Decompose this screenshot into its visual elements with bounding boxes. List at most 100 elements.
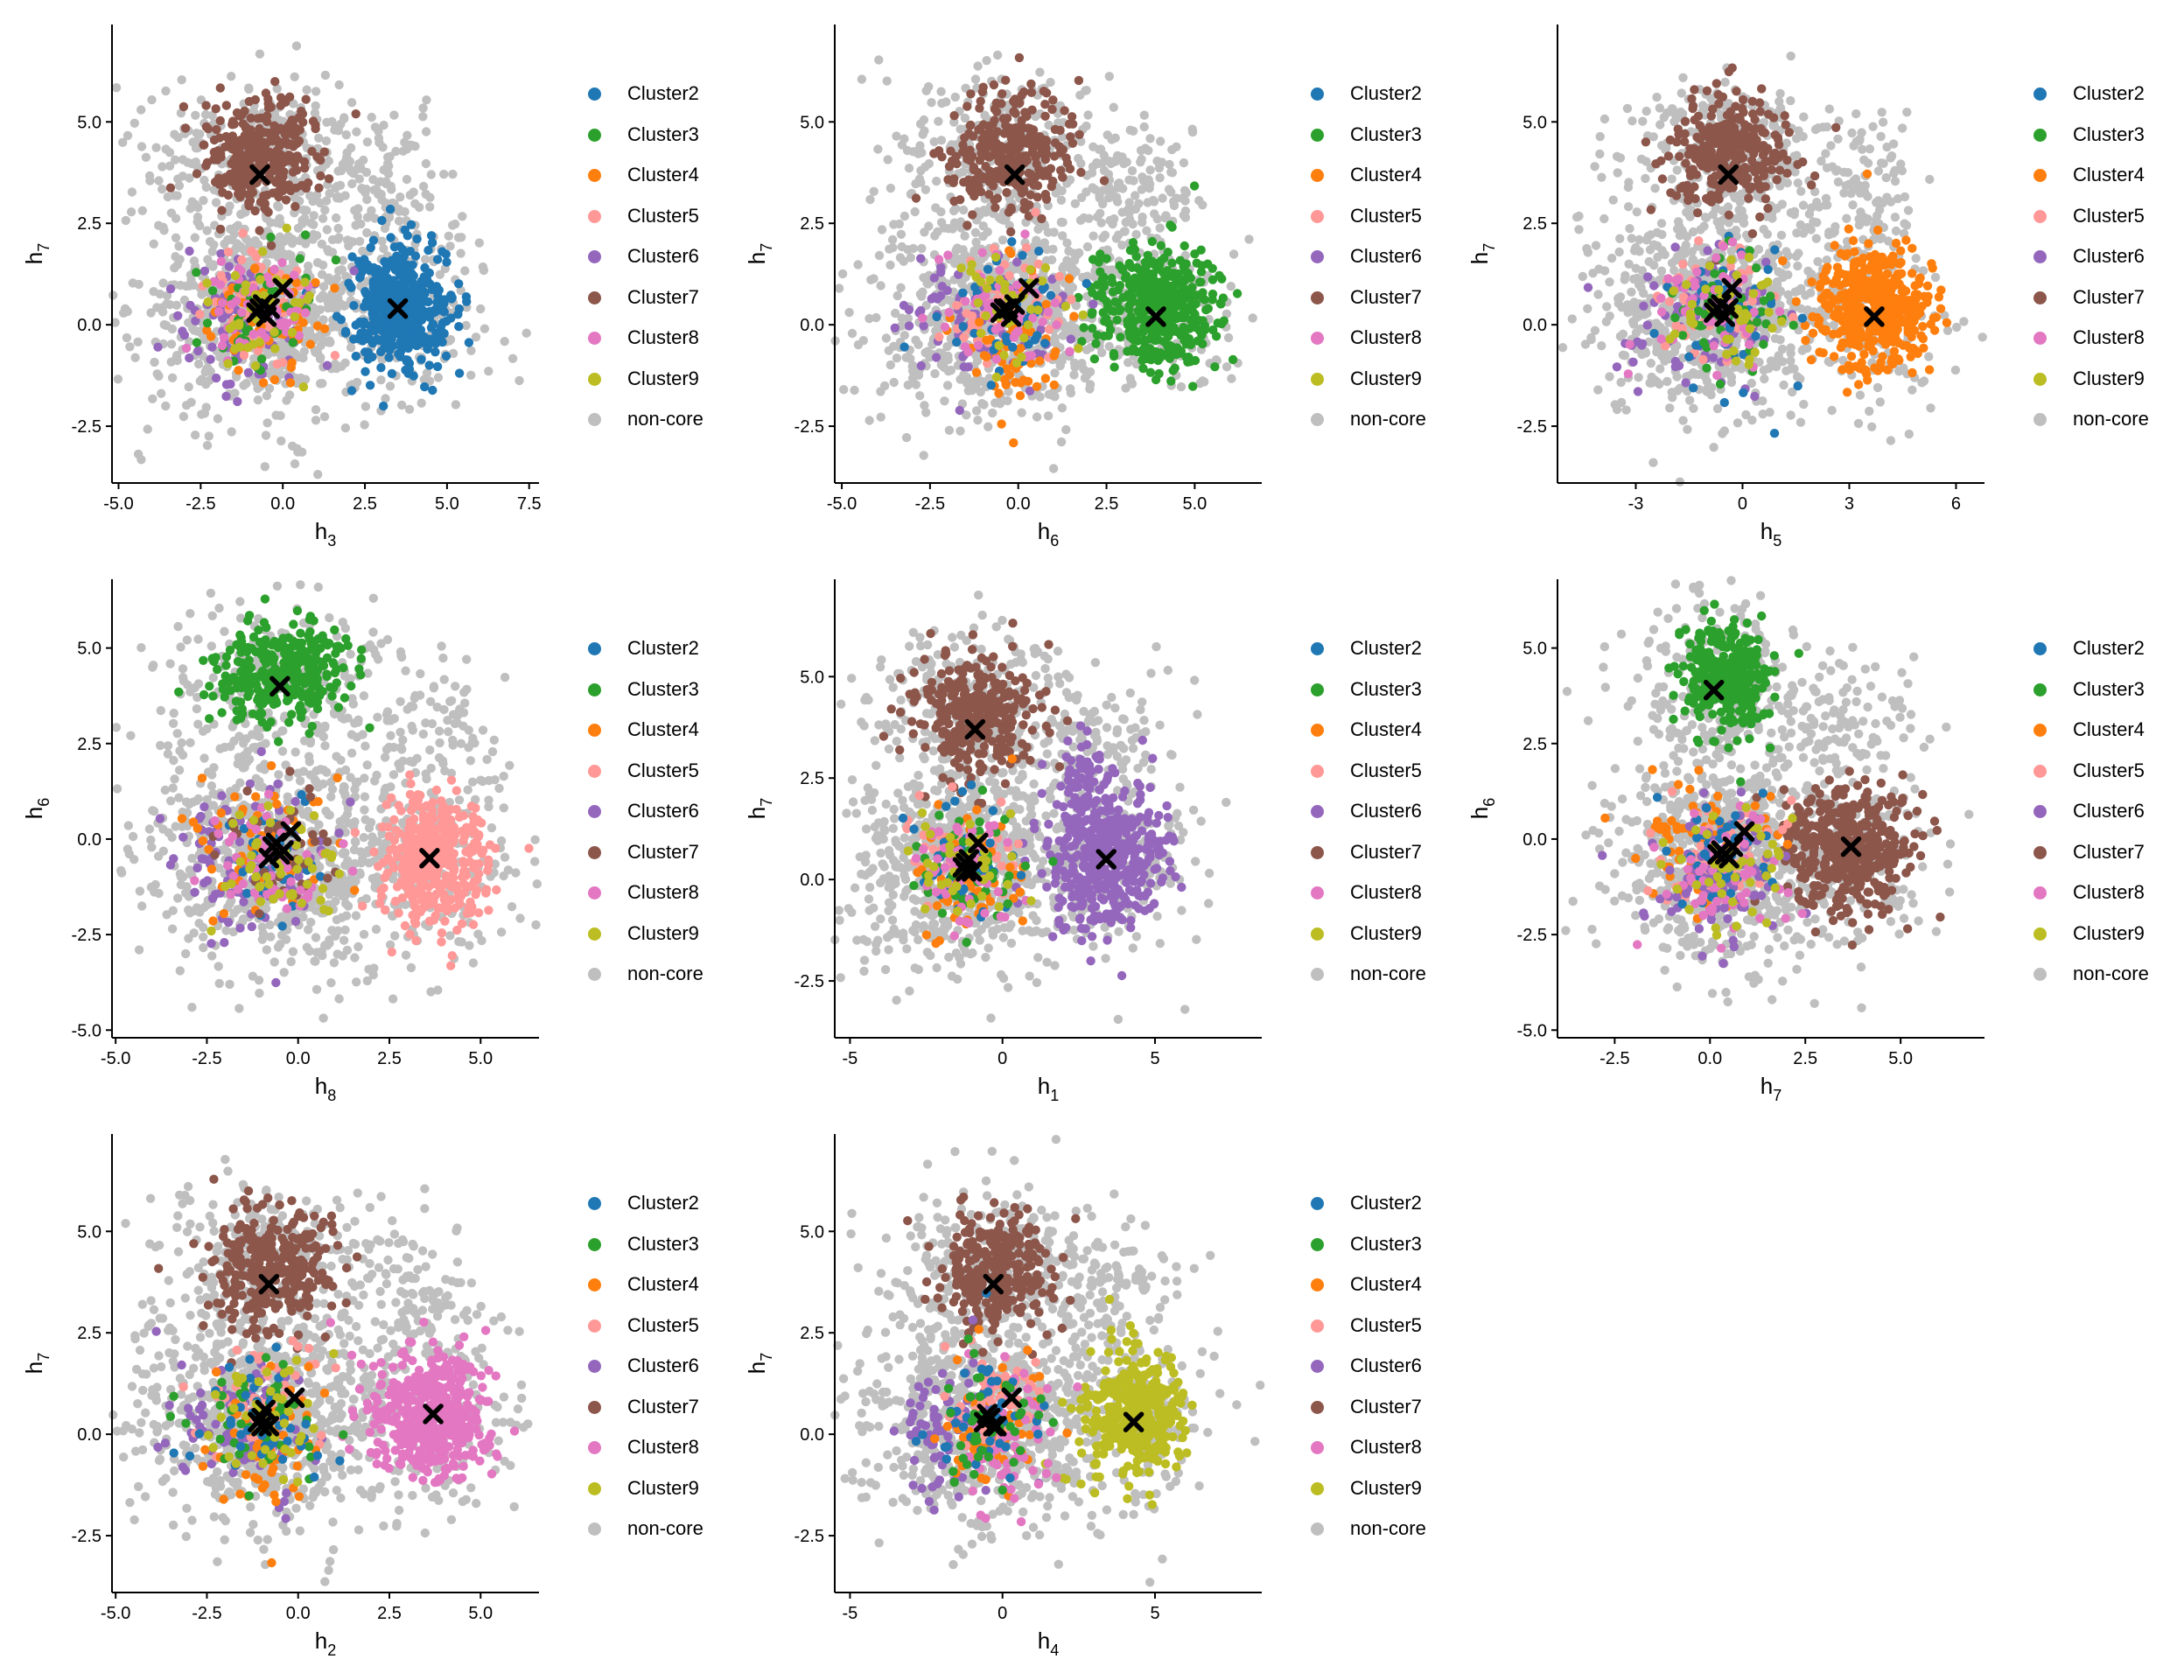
data-point-non-core [121, 215, 130, 226]
data-point-non-core [321, 136, 332, 146]
data-point-non-core [170, 130, 179, 139]
data-point-cluster2 [415, 333, 424, 343]
data-point-cluster2 [394, 349, 403, 359]
data-point-non-core [1058, 231, 1068, 241]
data-point-non-core [183, 158, 192, 167]
data-point-non-core [149, 239, 158, 248]
data-point-non-core [1103, 170, 1114, 179]
data-point-cluster9 [1019, 333, 1029, 343]
data-point-non-core [480, 324, 490, 333]
data-point-non-core [514, 375, 524, 386]
data-point-cluster3 [1208, 275, 1218, 284]
data-point-cluster3 [1127, 346, 1138, 356]
centroid-marker [387, 298, 409, 319]
data-point-non-core [204, 431, 214, 441]
data-point-non-core [421, 158, 431, 169]
data-point-non-core [253, 383, 262, 394]
data-point-cluster3 [1096, 267, 1105, 276]
legend-label: Cluster3 [1350, 122, 1422, 145]
data-point-non-core [347, 178, 357, 189]
data-point-cluster7 [1047, 104, 1057, 115]
data-point-cluster7 [1067, 112, 1077, 122]
data-point-cluster7 [1040, 155, 1051, 164]
data-point-non-core [1098, 233, 1108, 242]
data-point-non-core [1709, 443, 1718, 452]
data-point-cluster7 [216, 149, 226, 158]
data-point-cluster7 [975, 103, 984, 113]
data-point-non-core [319, 412, 330, 422]
y-axis-title: h7 [744, 243, 775, 264]
panel-h5-h7: -3 0 3 6 -2.5 0.0 2.5 5.0 h5 h7 Cluster2 Cluster3 Cl… [1446, 0, 2172, 560]
data-point-non-core [362, 213, 373, 222]
data-point-cluster3 [1186, 340, 1196, 350]
data-point-non-core [1172, 142, 1181, 151]
data-point-cluster7 [911, 193, 921, 203]
data-point-cluster4 [298, 318, 308, 327]
data-point-non-core [400, 206, 410, 217]
data-point-non-core [1155, 173, 1165, 183]
data-point-cluster2 [351, 320, 360, 330]
data-point-cluster2 [1008, 342, 1018, 352]
data-point-cluster7 [1019, 204, 1029, 214]
data-point-non-core [1082, 271, 1092, 281]
y-tick-label: -2.5 [72, 417, 102, 437]
data-point-non-core [1070, 362, 1080, 372]
data-point-non-core [161, 144, 171, 154]
data-point-cluster7 [1060, 106, 1069, 116]
data-point-non-core [396, 192, 405, 202]
data-point-cluster8 [181, 343, 192, 354]
data-point-cluster2 [402, 355, 411, 365]
data-point-non-core [973, 416, 983, 425]
data-point-cluster3 [1124, 301, 1134, 311]
data-point-cluster7 [237, 141, 247, 150]
data-point-cluster6 [916, 305, 926, 316]
data-point-non-core [981, 207, 990, 217]
data-point-non-core [1048, 244, 1058, 254]
data-point-non-core [1155, 223, 1165, 233]
data-point-non-core [377, 236, 387, 246]
data-point-cluster3 [1197, 330, 1207, 340]
legend-item: Cluster5 [588, 203, 763, 229]
data-point-cluster3 [1138, 363, 1148, 374]
data-point-cluster9 [300, 277, 310, 287]
data-point-cluster2 [424, 297, 433, 307]
data-point-non-core [171, 233, 181, 242]
data-point-non-core [199, 195, 208, 206]
data-point-cluster5 [1004, 270, 1014, 281]
data-point-non-core [211, 198, 221, 207]
data-point-cluster3 [1172, 350, 1181, 360]
data-point-cluster2 [370, 268, 380, 278]
data-point-non-core [191, 110, 200, 120]
data-point-cluster3 [1156, 348, 1166, 358]
data-point-non-core [837, 269, 848, 279]
data-point-non-core [1169, 200, 1180, 211]
data-point-cluster2 [336, 315, 346, 325]
data-point-non-core [950, 92, 960, 102]
data-point-non-core [340, 113, 349, 122]
data-point-cluster4 [234, 366, 243, 375]
data-point-cluster8 [1043, 307, 1054, 317]
data-point-non-core [360, 402, 371, 411]
data-point-cluster7 [998, 89, 1007, 99]
data-point-non-core [203, 363, 213, 373]
data-point-non-core [896, 283, 906, 292]
x-axis-subscript: 6 [1050, 532, 1059, 550]
data-point-non-core [270, 368, 279, 378]
data-point-non-core [850, 385, 859, 396]
data-point-cluster6 [224, 262, 234, 271]
data-point-cluster7 [1024, 211, 1033, 221]
data-point-cluster2 [344, 278, 354, 288]
legend-item: Cluster2 [588, 80, 763, 107]
data-point-non-core [476, 304, 486, 314]
data-point-non-core [261, 430, 271, 440]
data-point-cluster3 [1208, 295, 1217, 304]
data-point-cluster2 [397, 335, 407, 345]
data-point-cluster2 [382, 283, 392, 292]
centroids-layer [246, 164, 409, 327]
data-point-non-core [1048, 464, 1059, 473]
data-point-cluster7 [217, 206, 227, 215]
data-point-cluster3 [202, 318, 213, 328]
data-point-cluster3 [1096, 249, 1105, 259]
data-point-cluster4 [1001, 380, 1011, 389]
data-point-non-core [1211, 355, 1222, 365]
